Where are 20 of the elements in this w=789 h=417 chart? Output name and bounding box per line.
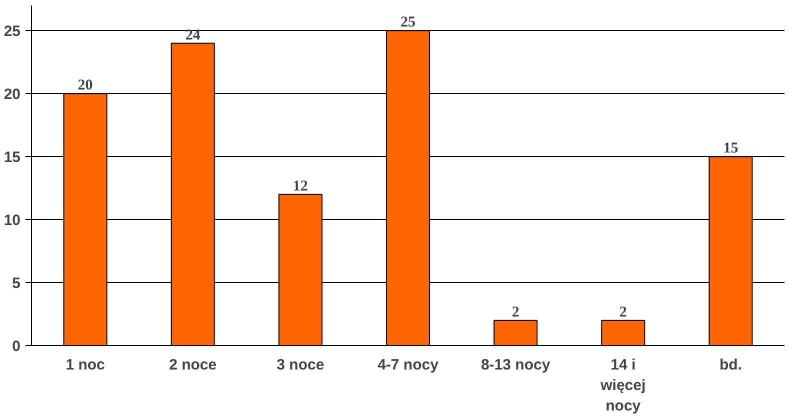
x-tick-label: 1 noc: [66, 356, 105, 374]
data-label: 12: [292, 178, 308, 194]
y-tick-label: 10: [4, 212, 21, 230]
data-label: 2: [619, 304, 627, 320]
x-tick-label: 14 i więcej nocy: [600, 356, 646, 414]
x-tick-label: 2 noce: [169, 356, 217, 374]
y-tick-label: 20: [4, 86, 21, 104]
x-tick-label: bd.: [719, 356, 742, 374]
data-label: 2: [512, 304, 520, 320]
y-tick-label: 0: [12, 338, 20, 355]
x-tick-label: 3 noce: [276, 356, 324, 374]
y-tick-label: 5: [12, 275, 20, 292]
data-label: 25: [400, 14, 416, 31]
x-tick-label: 8-13 nocy: [480, 356, 551, 374]
data-label: 20: [78, 78, 93, 94]
x-tick-label: 4-7 nocy: [378, 356, 440, 374]
data-label: 15: [723, 140, 738, 157]
y-tick-label: 25: [4, 23, 21, 40]
y-tick-label: 15: [4, 149, 21, 166]
data-label: 24: [185, 27, 201, 44]
